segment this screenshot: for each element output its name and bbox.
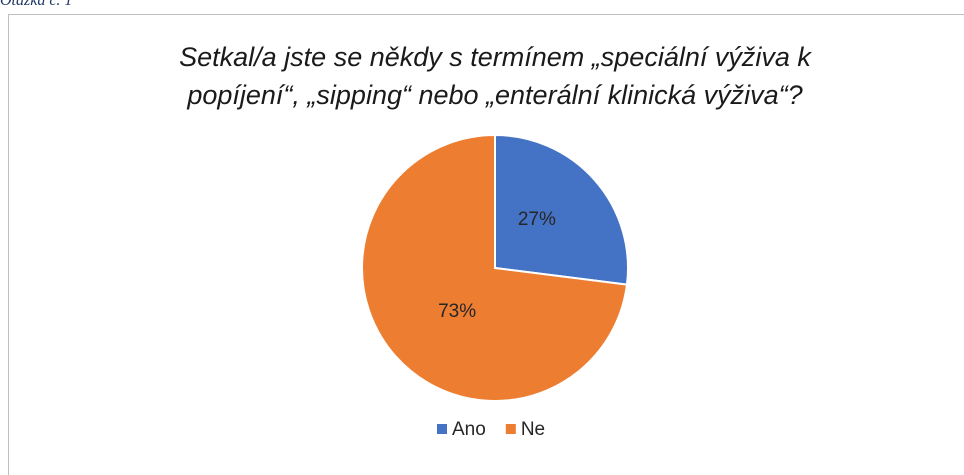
legend-label: Ne <box>521 419 545 440</box>
caption: Otázka č. 1 <box>0 0 73 9</box>
chart-title: Setkal/a jste se někdy s termínem „speci… <box>179 42 811 110</box>
pie-slice <box>361 133 629 402</box>
chart: 27% 73% Ano Ne <box>361 133 629 440</box>
legend-swatch <box>505 424 516 434</box>
legend-label: Ano <box>452 419 486 440</box>
chart-frame <box>8 14 964 475</box>
pie-slice <box>494 133 629 286</box>
legend-swatch <box>437 424 447 434</box>
data-label: 73% <box>438 301 476 322</box>
data-label: 27% <box>518 209 556 230</box>
